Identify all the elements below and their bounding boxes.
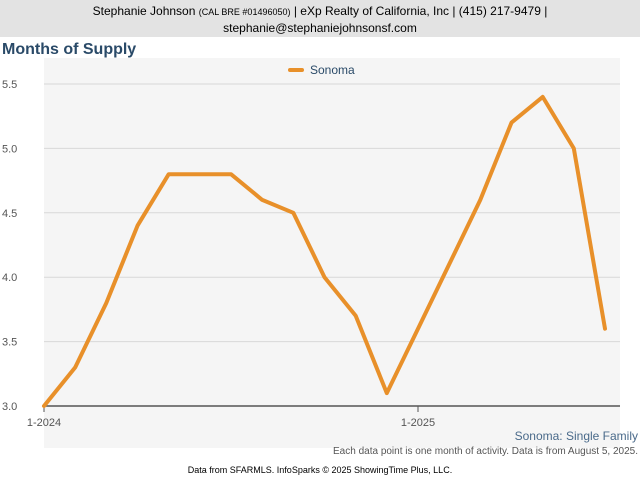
legend[interactable]: Sonoma xyxy=(288,63,355,77)
agent-details: | eXp Realty of California, Inc | (415) … xyxy=(293,4,548,18)
chart-title: Months of Supply xyxy=(2,41,137,58)
y-tick-label: 4.0 xyxy=(2,272,17,284)
series-line-sonoma[interactable] xyxy=(42,94,607,408)
chart-subtitle: Sonoma: Single Family xyxy=(514,429,638,443)
y-tick-label: 3.5 xyxy=(2,337,17,349)
data-note: Each data point is one month of activity… xyxy=(333,446,638,457)
y-tick-label: 5.0 xyxy=(2,143,17,155)
agent-header: Stephanie Johnson (CAL BRE #01496050) | … xyxy=(0,0,640,37)
y-tick-label: 3.0 xyxy=(2,401,17,413)
y-tick-label: 5.5 xyxy=(2,79,17,91)
data-source-footer: Data from SFARMLS. InfoSparks © 2025 Sho… xyxy=(187,465,453,475)
x-tick-label: 1-2025 xyxy=(401,417,435,429)
agent-header-line1: Stephanie Johnson (CAL BRE #01496050) | … xyxy=(0,3,640,20)
legend-label-sonoma: Sonoma xyxy=(310,63,355,77)
agent-name: Stephanie Johnson xyxy=(92,4,196,18)
legend-swatch xyxy=(288,68,304,72)
agent-license: (CAL BRE #01496050) xyxy=(198,7,291,17)
x-tick-label: 1-2024 xyxy=(27,417,61,429)
agent-email: stephanie@stephaniejohnsonsf.com xyxy=(223,21,417,35)
y-tick-label: 4.5 xyxy=(2,208,17,220)
plot-area xyxy=(44,58,620,448)
